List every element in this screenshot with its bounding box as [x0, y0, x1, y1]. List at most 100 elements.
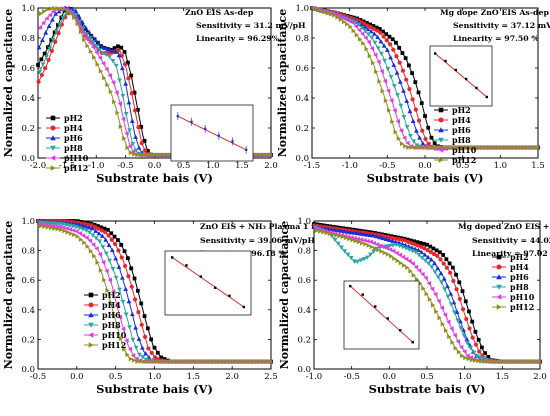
data-point	[386, 235, 391, 240]
data-point	[370, 233, 376, 238]
data-point	[422, 246, 427, 251]
data-point	[434, 248, 439, 253]
data-point	[425, 145, 431, 150]
data-point	[495, 359, 500, 364]
data-point	[162, 152, 167, 158]
data-point	[467, 145, 473, 150]
data-point	[131, 149, 136, 154]
data-point	[359, 25, 365, 31]
chart-title: ZnO EIS + NH₃ Plasma 1 min	[200, 222, 328, 231]
data-point	[43, 221, 49, 226]
data-point	[142, 138, 147, 143]
data-point	[134, 356, 139, 361]
data-point	[53, 29, 59, 35]
data-point	[53, 221, 59, 227]
data-point	[357, 231, 363, 236]
data-point	[460, 307, 466, 312]
inset-data-point	[444, 59, 447, 63]
data-point	[107, 54, 112, 60]
data-point	[155, 152, 160, 158]
data-point	[435, 275, 441, 280]
data-point	[413, 80, 418, 85]
data-point	[79, 19, 85, 25]
data-point	[258, 152, 263, 158]
data-point	[425, 254, 431, 260]
x-tick-label: 1.0	[458, 372, 472, 382]
chart-annotation: Linearity = 96.29%	[196, 34, 280, 43]
data-point	[325, 10, 331, 16]
data-point	[120, 94, 126, 99]
data-point	[128, 150, 134, 156]
legend-label: pH6	[64, 133, 83, 143]
inset-data-point	[213, 286, 217, 289]
data-point	[405, 237, 410, 242]
legend-marker	[88, 312, 94, 318]
data-point	[424, 291, 429, 297]
data-point	[119, 255, 124, 260]
data-point	[57, 23, 63, 28]
chart-annotation: Sensitivity = 37.12 mV/pH	[453, 21, 550, 30]
data-point	[124, 130, 129, 136]
data-point	[356, 22, 362, 28]
data-point	[56, 31, 61, 36]
data-point	[367, 53, 372, 59]
data-point	[366, 39, 371, 45]
data-point	[464, 145, 469, 150]
data-point	[51, 9, 56, 14]
data-point	[152, 152, 157, 158]
data-point	[371, 249, 377, 254]
data-point	[53, 39, 58, 44]
data-point	[248, 359, 253, 364]
data-point	[527, 359, 533, 364]
data-point	[80, 227, 86, 232]
data-point	[379, 51, 384, 57]
data-point	[393, 239, 399, 244]
data-point	[139, 345, 145, 350]
data-point	[426, 281, 432, 286]
data-point	[485, 359, 491, 364]
data-point	[403, 56, 408, 61]
data-point	[40, 37, 45, 42]
data-point	[415, 240, 420, 245]
data-point	[348, 229, 353, 235]
data-point	[395, 118, 400, 124]
data-point	[388, 55, 393, 60]
x-tick-label: 0.5	[177, 161, 191, 171]
data-point	[377, 234, 383, 240]
legend-marker	[438, 107, 444, 113]
data-point	[97, 48, 102, 53]
legend-marker	[88, 332, 94, 338]
data-point	[351, 230, 357, 235]
legend-label: pH8	[64, 143, 83, 153]
data-point	[344, 17, 349, 23]
data-point	[71, 228, 76, 233]
data-point	[535, 145, 540, 150]
data-point	[95, 260, 100, 265]
data-point	[487, 145, 492, 150]
data-point	[385, 66, 391, 72]
data-point	[410, 97, 415, 102]
data-point	[83, 224, 89, 229]
data-point	[152, 345, 157, 350]
data-point	[131, 353, 136, 358]
data-point	[113, 256, 119, 261]
data-point	[138, 152, 144, 158]
data-point	[390, 243, 396, 248]
data-point	[366, 243, 371, 248]
data-point	[105, 287, 110, 293]
legend-label: pH8	[102, 320, 121, 330]
data-point	[93, 236, 99, 241]
data-point	[429, 265, 435, 270]
data-point	[93, 228, 99, 233]
data-point	[416, 90, 421, 95]
data-point	[439, 280, 444, 285]
legend-marker	[88, 292, 94, 298]
legend-marker	[88, 322, 94, 328]
legend-label: pH8	[452, 135, 471, 145]
data-point	[117, 314, 123, 320]
data-point	[397, 243, 402, 249]
data-point	[372, 31, 377, 36]
